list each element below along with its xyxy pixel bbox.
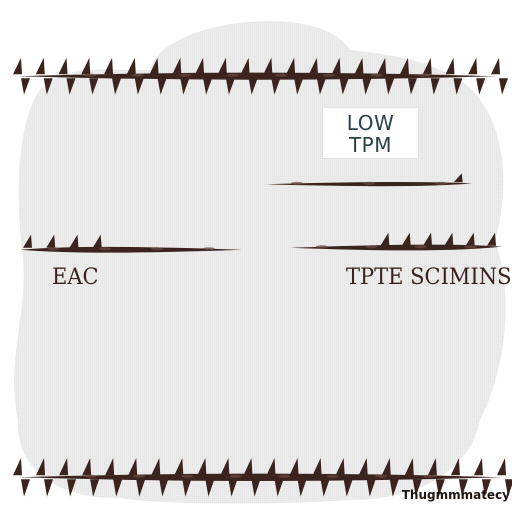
thorn-branch-left [20, 234, 242, 253]
thorn-branch-top [13, 57, 508, 95]
label-box-line-2: TPM [348, 133, 393, 157]
footer-caption: Thugmmmatecy [401, 488, 510, 502]
thorn-branch-short [266, 173, 472, 187]
thorn-branch-bottom [13, 457, 512, 497]
thorn-branch-right [290, 232, 502, 251]
label-box-line-1: LOW [346, 111, 395, 135]
right-label: TPTE SCIMINS [346, 264, 512, 290]
left-label: EAC [52, 264, 99, 290]
low-tpm-label-box: LOW TPM [323, 108, 418, 158]
